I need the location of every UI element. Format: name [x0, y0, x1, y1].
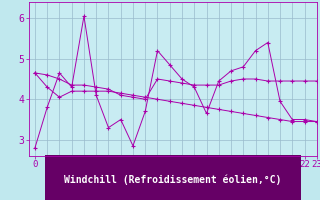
X-axis label: Windchill (Refroidissement éolien,°C): Windchill (Refroidissement éolien,°C)	[64, 175, 282, 185]
